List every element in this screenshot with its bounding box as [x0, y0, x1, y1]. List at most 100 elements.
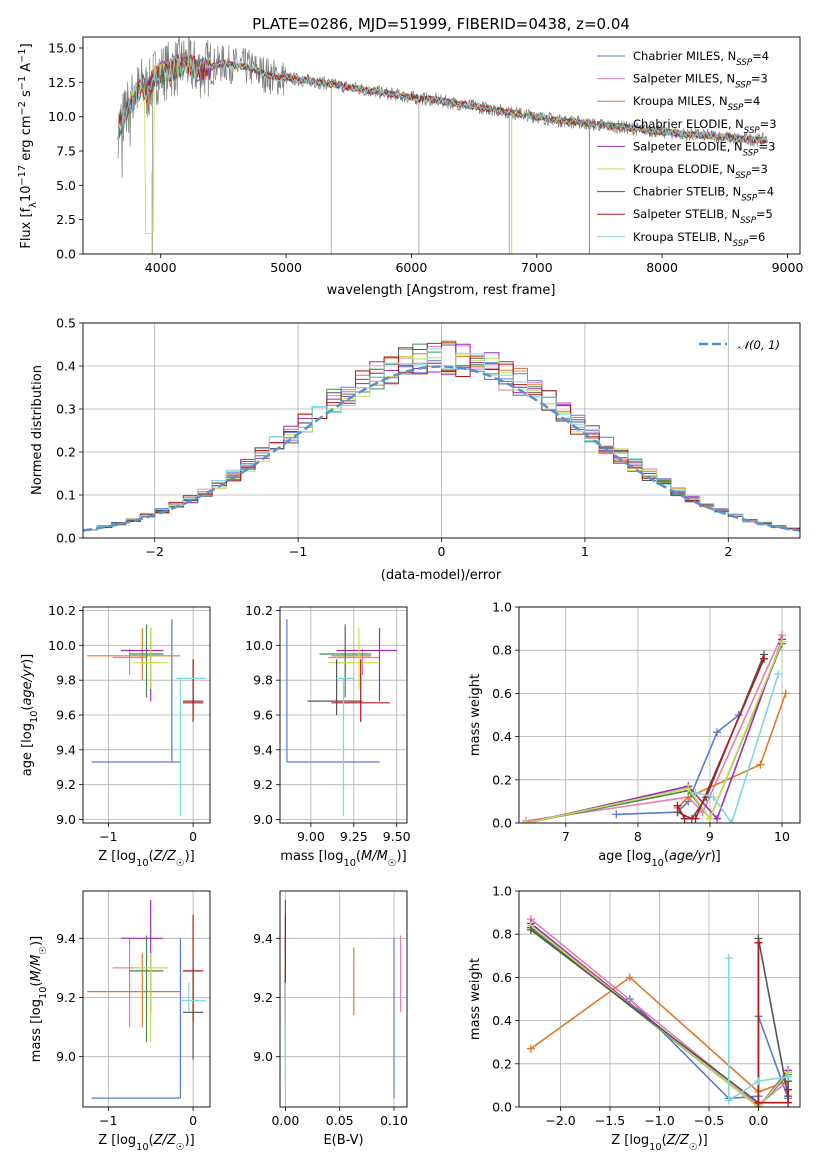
x-tick-label: 0 [189, 1113, 197, 1128]
y-tick-label: 9.4 [56, 931, 76, 946]
x-tick-label: 8000 [646, 260, 678, 275]
y-tick-label: 0.4 [492, 1013, 512, 1028]
plot-area [87, 619, 206, 816]
y-tick-label: 0.2 [492, 1056, 512, 1071]
weight-marker [781, 689, 790, 698]
mass-vs-EBV-panel: 0.00 0.05 0.10 9.0 9.2 9.4 E(B-V) [253, 890, 408, 1148]
grid [519, 606, 800, 824]
weight-line [530, 922, 789, 1107]
weight-marker [760, 654, 768, 663]
plot-area [83, 340, 800, 532]
y-tick-label: 9.4 [253, 742, 273, 757]
weight-marker [691, 788, 700, 797]
plot-area [286, 619, 397, 816]
x-tick-label: 0 [189, 829, 197, 844]
weight-marker [526, 1044, 535, 1053]
x-tick-label: −1.5 [595, 1113, 625, 1128]
y-tick-label: 9.0 [56, 812, 76, 827]
weight-line [728, 958, 789, 1102]
y-tick-label: 0.8 [492, 927, 512, 942]
x-tick-label: 0 [438, 544, 446, 559]
axes-frame [279, 606, 408, 824]
y-tick-label: 0.6 [492, 686, 512, 701]
y-tick-label: 9.8 [56, 673, 76, 688]
x-axis-label: (data-model)/error [381, 568, 502, 583]
y-tick-label: 0.6 [492, 970, 512, 985]
weight-marker [754, 1077, 763, 1086]
weight-marker [625, 973, 634, 982]
weight-marker [691, 814, 700, 823]
weight-vs-age-panel: 7 8 9 10 0.0 0.2 0.4 0.6 0.8 1.0 age [log10(age/yr… [468, 600, 801, 869]
y-tick-label: 0.5 [56, 316, 76, 331]
weight-marker [784, 1085, 793, 1094]
x-tick-label: −2 [145, 544, 163, 559]
axes-frame [82, 606, 211, 824]
y-tick-label: 9.0 [56, 1049, 76, 1064]
model-spectrum-line [117, 56, 768, 143]
y-tick-label: 12.5 [48, 75, 76, 90]
age-vs-mass-panel: 9.00 9.25 9.50 9.0 9.2 9.4 9.6 9.8 10.0 10.2 mass … [245, 603, 411, 869]
x-axis-label: age [log10(age/yr)] [598, 849, 721, 869]
weight-marker [713, 814, 722, 823]
x-tick-label: 7 [562, 829, 570, 844]
y-tick-label: 0.2 [492, 772, 512, 787]
y-tick-label: 2.5 [56, 212, 76, 227]
histogram-step [83, 348, 800, 531]
y-axis-label: Flux [fλ10−17 erg cm−2 s−1 A−1] [17, 43, 39, 248]
y-tick-label: 9.0 [253, 812, 273, 827]
weight-marker [673, 801, 682, 810]
x-tick-label: 9.50 [383, 829, 411, 844]
axes-frame [518, 606, 801, 824]
legend-entry: Chabrier STELIB, NSSP=4 [633, 185, 774, 204]
legend-entry: 𝒩(0, 1) [738, 338, 780, 352]
axes-frame [82, 36, 801, 255]
x-tick-label: −1 [99, 1113, 117, 1128]
y-tick-label: 10.2 [48, 603, 76, 618]
y-tick-label: 9.2 [56, 777, 76, 792]
x-tick-label: 9.25 [340, 829, 368, 844]
grid [280, 891, 407, 1107]
weight-marker [724, 1096, 733, 1105]
legend-entry: Salpeter ELODIE, NSSP=3 [633, 139, 775, 158]
x-axis-label: mass [log10(M/M☉)] [280, 849, 406, 869]
legend-entry: Chabrier ELODIE, NSSP=3 [633, 117, 777, 136]
axes-frame [82, 322, 801, 539]
y-axis-label: age [log10(age/yr)] [20, 654, 40, 777]
x-tick-label: 0.10 [380, 1113, 408, 1128]
legend-entry: Salpeter MILES, NSSP=3 [633, 72, 768, 91]
weight-line [676, 658, 765, 820]
x-axis-label: E(B-V) [323, 1133, 363, 1148]
plot-area [87, 899, 206, 1099]
weight-marker [754, 1098, 763, 1107]
y-tick-label: 9.2 [56, 990, 76, 1005]
x-tick-label: 6000 [395, 260, 427, 275]
weight-line [757, 942, 789, 1104]
y-tick-label: 7.5 [56, 144, 76, 159]
age-vs-Z-panel: −1 0 9.0 9.2 9.4 9.6 9.8 10.0 10.2 Z [log10(Z/Z☉)… [20, 603, 211, 869]
weight-marker [684, 784, 693, 793]
x-tick-label: −1.0 [644, 1113, 674, 1128]
legend: Chabrier MILES, NSSP=4 Salpeter MILES, NS… [597, 49, 777, 249]
x-tick-label: −1 [289, 544, 307, 559]
y-tick-label: 9.8 [253, 673, 273, 688]
legend-entry: Kroupa ELODIE, NSSP=3 [633, 162, 768, 181]
plot-area [526, 915, 793, 1107]
chart-title: PLATE=0286, MJD=51999, FIBERID=0438, z=0… [252, 15, 630, 33]
x-tick-label: 1 [581, 544, 589, 559]
x-axis-label: Z [log10(Z/Z☉)] [98, 849, 195, 869]
y-tick-label: 10.2 [245, 603, 273, 618]
y-tick-label: 9.0 [253, 1049, 273, 1064]
y-tick-label: 15.0 [48, 41, 76, 56]
x-tick-label: 10 [774, 829, 790, 844]
x-tick-label: 0.05 [326, 1113, 354, 1128]
y-tick-label: 0.0 [492, 816, 512, 831]
y-tick-label: 5.0 [56, 178, 76, 193]
x-tick-label: −1 [99, 829, 117, 844]
y-tick-label: 9.4 [253, 931, 273, 946]
x-tick-label: 4000 [145, 260, 177, 275]
weight-vs-Z-panel: −2.0 −1.5 −1.0 −0.5 0.0 0.0 0.2 0.4 0.6 0.8 1.0 Z [… [468, 884, 801, 1153]
y-tick-label: 10.0 [245, 638, 273, 653]
x-axis-label: Z [log10(Z/Z☉)] [611, 1133, 708, 1153]
weight-marker [724, 954, 733, 962]
weight-line [526, 634, 783, 822]
